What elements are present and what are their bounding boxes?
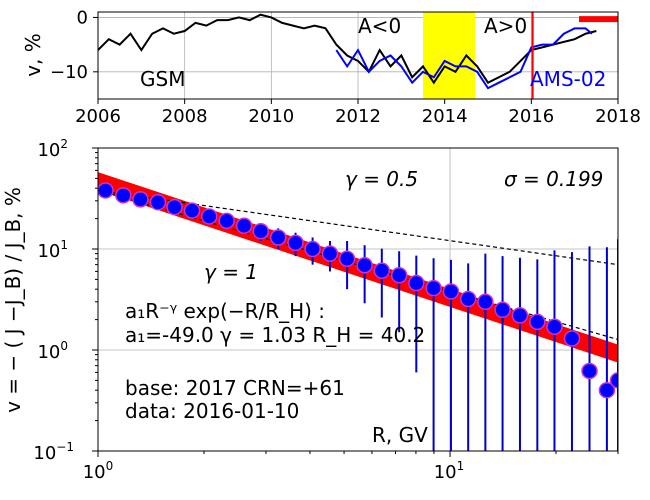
data-point xyxy=(408,274,425,292)
data-point xyxy=(98,182,114,199)
top-x-tick-label: 2012 xyxy=(335,106,381,127)
data-point xyxy=(166,198,183,216)
fit-parameters: a₁=-49.0 γ = 1.03 R_H = 40.2 xyxy=(125,323,425,347)
data-points xyxy=(98,182,618,399)
sigma-label: σ = 0.199 xyxy=(504,167,603,191)
top-y-tick-label: 0 xyxy=(77,7,88,28)
gsm-label: GSM xyxy=(140,67,185,91)
top-x-tick-label: 2008 xyxy=(162,106,208,127)
data-point xyxy=(477,293,494,311)
data-point xyxy=(321,245,339,262)
top-panel: 2006 2008 2010 2012 2014 2016 2018 0 −10 v, % G… xyxy=(21,7,641,127)
data-point xyxy=(200,208,218,225)
top-x-tick-label: 2006 xyxy=(75,106,121,127)
y-tick-0.1: 10−1 xyxy=(33,440,74,464)
top-x-tick-label: 2016 xyxy=(508,106,554,127)
data-point xyxy=(338,250,356,268)
data-date: data: 2016-01-10 xyxy=(125,399,299,423)
base-info: base: 2017 CRN=+61 xyxy=(125,376,345,400)
ams-label: AMS-02 xyxy=(530,67,606,91)
y-tick-100: 102 xyxy=(37,137,68,161)
gamma-1-label: γ = 1 xyxy=(204,260,258,284)
a-neg-label: A<0 xyxy=(358,14,401,38)
data-point xyxy=(390,266,408,284)
top-series-line-0 xyxy=(98,13,597,85)
data-point xyxy=(598,381,616,399)
bottom-panel: 100 101 102 101 100 10−1 v = − ( J −J_B)… xyxy=(1,137,619,483)
top-y-tick-label: −10 xyxy=(50,62,88,83)
data-point xyxy=(235,217,253,234)
a-pos-label: A>0 xyxy=(484,14,527,38)
x-tick-1: 100 xyxy=(83,459,114,483)
data-point xyxy=(132,191,149,208)
top-y-ticks: 0 −10 xyxy=(50,7,98,83)
fit-formula: a₁R⁻ᵞ exp(−R/R_H) : xyxy=(125,299,325,323)
gamma-0.5-label: γ = 0.5 xyxy=(345,167,418,191)
top-y-axis-label: v, % xyxy=(21,33,45,77)
data-point xyxy=(373,262,391,279)
data-point xyxy=(149,194,167,211)
bottom-y-axis-label: v = − ( J −J_B) / J_B, % xyxy=(1,187,25,413)
data-point xyxy=(563,330,581,347)
data-point xyxy=(581,362,598,380)
data-point xyxy=(511,307,529,324)
reference-line-gamma-0.5 xyxy=(98,189,618,266)
data-point xyxy=(609,372,618,389)
x-tick-10: 101 xyxy=(434,459,465,483)
top-x-tick-label: 2014 xyxy=(422,106,468,127)
reference-line-gamma-1 xyxy=(98,189,618,341)
x-axis-label: R, GV xyxy=(372,423,428,447)
data-point xyxy=(459,290,477,308)
data-point xyxy=(252,222,270,240)
data-point xyxy=(529,313,546,331)
data-point xyxy=(425,279,442,297)
top-x-ticks: 2006 2008 2010 2012 2014 2016 2018 xyxy=(75,99,641,127)
data-point xyxy=(269,229,287,246)
data-point xyxy=(442,283,460,300)
y-tick-1: 100 xyxy=(37,339,68,363)
data-point xyxy=(183,202,201,219)
data-point xyxy=(287,234,304,252)
top-x-tick-label: 2010 xyxy=(248,106,294,127)
data-point xyxy=(115,187,132,204)
data-point xyxy=(304,240,321,258)
data-point xyxy=(494,301,511,319)
data-point xyxy=(546,318,563,335)
y-tick-10: 101 xyxy=(37,238,68,262)
bottom-frame xyxy=(97,147,619,452)
data-point xyxy=(356,257,373,274)
top-series-line-1 xyxy=(335,27,593,90)
top-series-group xyxy=(98,13,597,90)
data-point xyxy=(218,212,235,230)
top-x-tick-label: 2018 xyxy=(595,106,641,127)
